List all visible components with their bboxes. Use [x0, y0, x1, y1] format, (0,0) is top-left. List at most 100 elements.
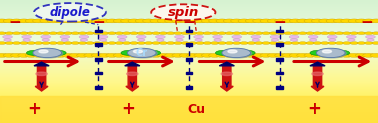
Circle shape — [172, 53, 184, 57]
Circle shape — [42, 39, 50, 41]
Circle shape — [150, 19, 162, 23]
Circle shape — [252, 39, 260, 41]
Circle shape — [27, 42, 36, 44]
Circle shape — [33, 48, 62, 58]
Circle shape — [299, 32, 307, 35]
Polygon shape — [219, 62, 234, 66]
Circle shape — [328, 32, 336, 35]
Circle shape — [47, 53, 59, 57]
Circle shape — [12, 42, 21, 44]
Circle shape — [166, 32, 175, 35]
Circle shape — [270, 35, 280, 38]
Circle shape — [174, 42, 182, 44]
Circle shape — [40, 19, 52, 23]
Bar — [186, 58, 192, 61]
Circle shape — [93, 32, 101, 35]
Circle shape — [42, 32, 50, 35]
Circle shape — [348, 19, 360, 23]
Circle shape — [238, 19, 250, 23]
Bar — [276, 86, 283, 89]
Circle shape — [189, 32, 197, 35]
Circle shape — [289, 35, 299, 38]
Circle shape — [99, 53, 111, 57]
Circle shape — [231, 53, 243, 57]
Ellipse shape — [34, 3, 106, 22]
Circle shape — [304, 53, 316, 57]
Circle shape — [201, 19, 214, 23]
Text: spin: spin — [168, 6, 199, 19]
Circle shape — [25, 19, 37, 23]
Circle shape — [172, 19, 184, 23]
Circle shape — [157, 53, 169, 57]
Bar — [186, 30, 192, 32]
Circle shape — [218, 42, 226, 44]
Circle shape — [247, 32, 256, 35]
Circle shape — [77, 19, 89, 23]
Circle shape — [42, 42, 50, 44]
Circle shape — [115, 42, 124, 44]
Circle shape — [79, 42, 87, 44]
Circle shape — [275, 53, 287, 57]
Circle shape — [326, 53, 338, 57]
Circle shape — [133, 50, 143, 53]
Circle shape — [310, 50, 325, 55]
Circle shape — [122, 42, 131, 44]
Circle shape — [152, 32, 160, 35]
Circle shape — [146, 50, 161, 55]
Circle shape — [275, 19, 287, 23]
Circle shape — [18, 53, 30, 57]
Circle shape — [0, 42, 6, 44]
Circle shape — [318, 49, 346, 58]
Ellipse shape — [127, 72, 138, 76]
Circle shape — [143, 19, 155, 23]
Circle shape — [284, 42, 292, 44]
Circle shape — [166, 42, 175, 44]
Circle shape — [319, 53, 331, 57]
Circle shape — [282, 19, 294, 23]
Circle shape — [25, 53, 37, 57]
Circle shape — [289, 19, 301, 23]
Circle shape — [253, 53, 265, 57]
Bar — [95, 86, 102, 89]
Circle shape — [121, 50, 136, 55]
Circle shape — [291, 32, 299, 35]
Circle shape — [194, 35, 203, 38]
Ellipse shape — [221, 72, 232, 76]
Circle shape — [297, 19, 309, 23]
Circle shape — [155, 35, 165, 38]
Circle shape — [203, 32, 212, 35]
Circle shape — [269, 32, 277, 35]
Circle shape — [271, 39, 279, 41]
Circle shape — [370, 19, 378, 23]
Polygon shape — [310, 62, 325, 66]
Bar — [186, 43, 192, 46]
Bar — [95, 58, 102, 61]
Circle shape — [291, 42, 299, 44]
Circle shape — [12, 32, 21, 35]
Bar — [186, 72, 192, 74]
Circle shape — [79, 32, 87, 35]
Circle shape — [77, 53, 89, 57]
Circle shape — [189, 42, 197, 44]
Circle shape — [299, 42, 307, 44]
Circle shape — [3, 35, 12, 38]
Circle shape — [282, 53, 294, 57]
Circle shape — [80, 39, 88, 41]
Circle shape — [187, 19, 199, 23]
Circle shape — [355, 19, 367, 23]
Circle shape — [267, 53, 279, 57]
Circle shape — [175, 35, 184, 38]
Circle shape — [5, 42, 13, 44]
Circle shape — [216, 19, 228, 23]
Circle shape — [225, 32, 234, 35]
Circle shape — [267, 19, 279, 23]
Circle shape — [86, 42, 94, 44]
Circle shape — [164, 53, 177, 57]
Bar — [95, 72, 102, 74]
Polygon shape — [34, 62, 49, 66]
Circle shape — [135, 19, 147, 23]
Circle shape — [150, 53, 162, 57]
Circle shape — [333, 19, 345, 23]
Polygon shape — [125, 62, 140, 66]
Circle shape — [34, 49, 63, 58]
